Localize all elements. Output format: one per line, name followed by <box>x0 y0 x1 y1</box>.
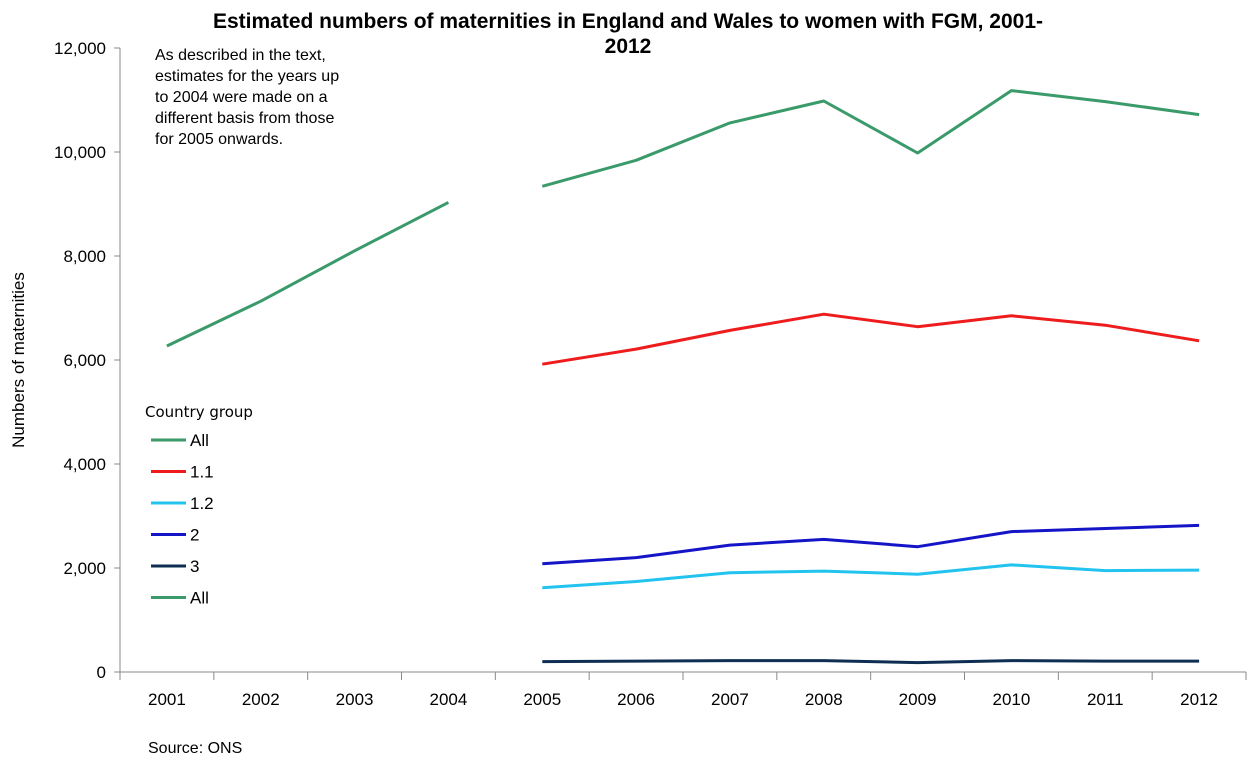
legend-label: 1.1 <box>190 463 214 482</box>
annotation-line: As described in the text, <box>155 47 326 64</box>
annotation-line: estimates for the years up <box>155 68 339 85</box>
x-tick-label: 2010 <box>993 690 1031 709</box>
chart-title-line: 2012 <box>605 35 652 58</box>
x-tick-label: 2008 <box>805 690 843 709</box>
x-tick-label: 2004 <box>430 690 468 709</box>
series-lines <box>166 89 1200 665</box>
y-tick-label: 12,000 <box>54 39 106 58</box>
x-tick-label: 2011 <box>1087 690 1124 709</box>
axes: 0 2,000 4,000 6,000 8,000 10,000 12,000 2001 200… <box>54 39 1247 709</box>
legend-label: 3 <box>190 557 199 576</box>
y-tick-label: 8,000 <box>63 247 106 266</box>
legend-title: Country group <box>145 403 253 421</box>
series-line-2 <box>542 523 1200 566</box>
legend-item: 2 <box>151 526 199 545</box>
legend-item: 1.2 <box>151 494 214 513</box>
series-line-3 <box>542 659 1200 665</box>
y-tick-label: 4,000 <box>63 455 106 474</box>
annotation-line: to 2004 were made on a <box>155 89 328 106</box>
series-line-All <box>166 201 450 348</box>
chart-annotation: As described in the text, estimates for t… <box>155 47 339 148</box>
y-tick-label: 0 <box>97 663 106 682</box>
legend-label: All <box>190 431 209 450</box>
series-line-1-1 <box>542 312 1200 366</box>
chart-title-line: Estimated numbers of maternities in Engl… <box>213 10 1043 33</box>
x-tick-label: 2009 <box>899 690 937 709</box>
legend-label: 1.2 <box>190 494 214 513</box>
legend-item: 1.1 <box>151 463 214 482</box>
y-tick-label: 6,000 <box>63 351 106 370</box>
x-tick-label: 2007 <box>711 690 749 709</box>
chart-title: Estimated numbers of maternities in Engl… <box>213 10 1043 58</box>
y-axis-label: Numbers of maternities <box>9 272 28 448</box>
annotation-line: for 2005 onwards. <box>155 131 283 148</box>
x-tick-label: 2006 <box>617 690 655 709</box>
legend-label: 2 <box>190 526 199 545</box>
y-tick-label: 10,000 <box>54 143 106 162</box>
source-note: Source: ONS <box>148 740 242 757</box>
y-tick-label: 2,000 <box>63 559 106 578</box>
annotation-line: different basis from those <box>155 110 334 127</box>
x-tick-label: 2012 <box>1180 690 1218 709</box>
legend-item: All <box>151 589 209 608</box>
legend: Country group All 1.1 1.2 2 3 All <box>145 403 253 608</box>
legend-label: All <box>190 589 209 608</box>
x-tick-label: 2001 <box>148 690 186 709</box>
x-tick-label: 2002 <box>242 690 280 709</box>
legend-item: 3 <box>151 557 199 576</box>
x-tick-label: 2003 <box>336 690 374 709</box>
x-tick-label: 2005 <box>523 690 561 709</box>
series-line-1-2 <box>542 563 1200 590</box>
legend-item: All <box>151 431 209 450</box>
series-line-All-2005-onward <box>541 89 1200 188</box>
